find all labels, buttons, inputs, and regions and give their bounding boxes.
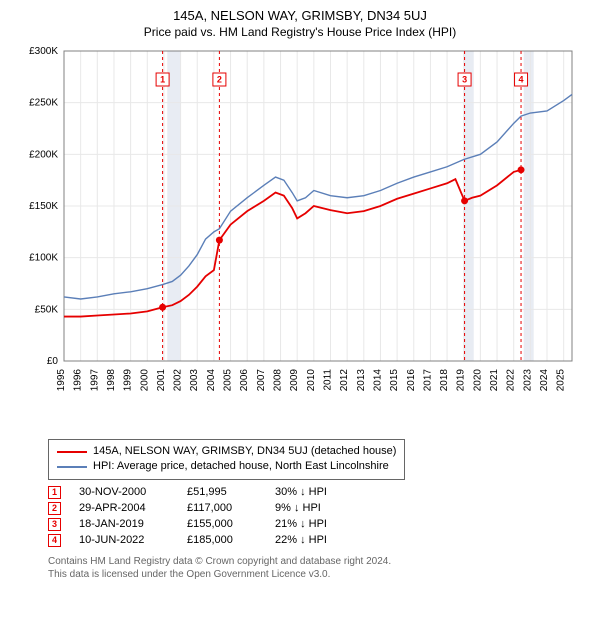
transaction-price: £117,000	[187, 502, 257, 514]
x-tick-label: 1999	[123, 369, 134, 392]
event-marker-label: 3	[462, 75, 467, 85]
footer-line-2: This data is licensed under the Open Gov…	[48, 568, 588, 581]
x-tick-label: 2014	[372, 369, 383, 392]
x-tick-label: 1995	[56, 369, 67, 392]
chart-area: £0 £50K £100K £150K £200K £250K £300K 1995 1996 1…	[20, 47, 580, 397]
y-tick-label: £250K	[29, 98, 58, 109]
transaction-marker: 3	[48, 518, 61, 531]
x-tick-label: 2005	[223, 369, 234, 392]
transaction-marker: 2	[48, 502, 61, 515]
footer-line-1: Contains HM Land Registry data © Crown c…	[48, 555, 588, 568]
transaction-delta: 9% ↓ HPI	[275, 502, 375, 514]
x-tick-label: 2023	[522, 369, 533, 392]
price-marker	[159, 304, 166, 311]
page-title: 145A, NELSON WAY, GRIMSBY, DN34 5UJ	[12, 8, 588, 23]
price-marker	[216, 237, 223, 244]
x-tick-label: 2020	[472, 369, 483, 392]
transaction-delta: 21% ↓ HPI	[275, 518, 375, 530]
transaction-date: 29-APR-2004	[79, 502, 169, 514]
x-tick-label: 2025	[556, 369, 567, 392]
x-tick-label: 2007	[256, 369, 267, 392]
x-tick-label: 2018	[439, 369, 450, 392]
transaction-delta: 30% ↓ HPI	[275, 486, 375, 498]
y-tick-label: £150K	[29, 201, 58, 212]
x-tick-label: 2016	[406, 369, 417, 392]
x-tick-label: 2008	[273, 369, 284, 392]
series-hpi	[64, 94, 572, 299]
x-tick-label: 2012	[339, 369, 350, 392]
transaction-row: 1 30-NOV-2000 £51,995 30% ↓ HPI	[48, 486, 588, 499]
x-tick-label: 2000	[139, 369, 150, 392]
x-tick-label: 1996	[73, 369, 84, 392]
price-marker	[461, 197, 468, 204]
transaction-row: 4 10-JUN-2022 £185,000 22% ↓ HPI	[48, 534, 588, 547]
transaction-marker: 1	[48, 486, 61, 499]
x-tick-label: 2003	[189, 369, 200, 392]
transaction-date: 30-NOV-2000	[79, 486, 169, 498]
transaction-marker: 4	[48, 534, 61, 547]
x-tick-label: 2019	[456, 369, 467, 392]
transaction-date: 10-JUN-2022	[79, 534, 169, 546]
transaction-row: 3 18-JAN-2019 £155,000 21% ↓ HPI	[48, 518, 588, 531]
transaction-price: £155,000	[187, 518, 257, 530]
transaction-row: 2 29-APR-2004 £117,000 9% ↓ HPI	[48, 502, 588, 515]
x-tick-label: 2022	[506, 369, 517, 392]
x-tick-label: 2009	[289, 369, 300, 392]
legend-item: 145A, NELSON WAY, GRIMSBY, DN34 5UJ (det…	[57, 444, 396, 459]
series-price_paid	[64, 167, 522, 317]
x-tick-label: 2010	[306, 369, 317, 392]
x-tick-label: 2006	[239, 369, 250, 392]
x-tick-label: 1998	[106, 369, 117, 392]
legend-label: 145A, NELSON WAY, GRIMSBY, DN34 5UJ (det…	[93, 444, 396, 459]
event-marker-label: 1	[160, 75, 165, 85]
transaction-price: £185,000	[187, 534, 257, 546]
x-tick-label: 2011	[322, 369, 333, 391]
x-tick-label: 2004	[206, 369, 217, 392]
event-marker-label: 4	[519, 75, 524, 85]
transactions-table: 1 30-NOV-2000 £51,995 30% ↓ HPI 2 29-APR-2004…	[48, 486, 588, 547]
legend: 145A, NELSON WAY, GRIMSBY, DN34 5UJ (det…	[48, 439, 405, 480]
x-tick-label: 2024	[539, 369, 550, 392]
x-tick-label: 2013	[356, 369, 367, 392]
y-tick-label: £300K	[29, 47, 58, 57]
x-tick-label: 2001	[156, 369, 167, 392]
y-tick-label: £0	[47, 356, 59, 367]
x-tick-label: 2017	[422, 369, 433, 392]
footer: Contains HM Land Registry data © Crown c…	[48, 555, 588, 581]
legend-item: HPI: Average price, detached house, Nort…	[57, 459, 396, 474]
legend-swatch	[57, 451, 87, 453]
transaction-date: 18-JAN-2019	[79, 518, 169, 530]
x-tick-label: 2015	[389, 369, 400, 392]
y-tick-label: £50K	[35, 304, 59, 315]
price-marker	[518, 166, 525, 173]
x-tick-label: 2002	[173, 369, 184, 392]
y-tick-label: £100K	[29, 253, 58, 264]
legend-swatch	[57, 466, 87, 467]
event-marker-label: 2	[217, 75, 222, 85]
page-subtitle: Price paid vs. HM Land Registry's House …	[12, 25, 588, 39]
x-tick-label: 2021	[489, 369, 500, 392]
chart-container: 145A, NELSON WAY, GRIMSBY, DN34 5UJ Pric…	[0, 0, 600, 620]
transaction-delta: 22% ↓ HPI	[275, 534, 375, 546]
x-tick-label: 1997	[89, 369, 100, 392]
legend-label: HPI: Average price, detached house, Nort…	[93, 459, 389, 474]
y-tick-label: £200K	[29, 149, 58, 160]
chart-svg: £0 £50K £100K £150K £200K £250K £300K 1995 1996 1…	[20, 47, 580, 437]
transaction-price: £51,995	[187, 486, 257, 498]
